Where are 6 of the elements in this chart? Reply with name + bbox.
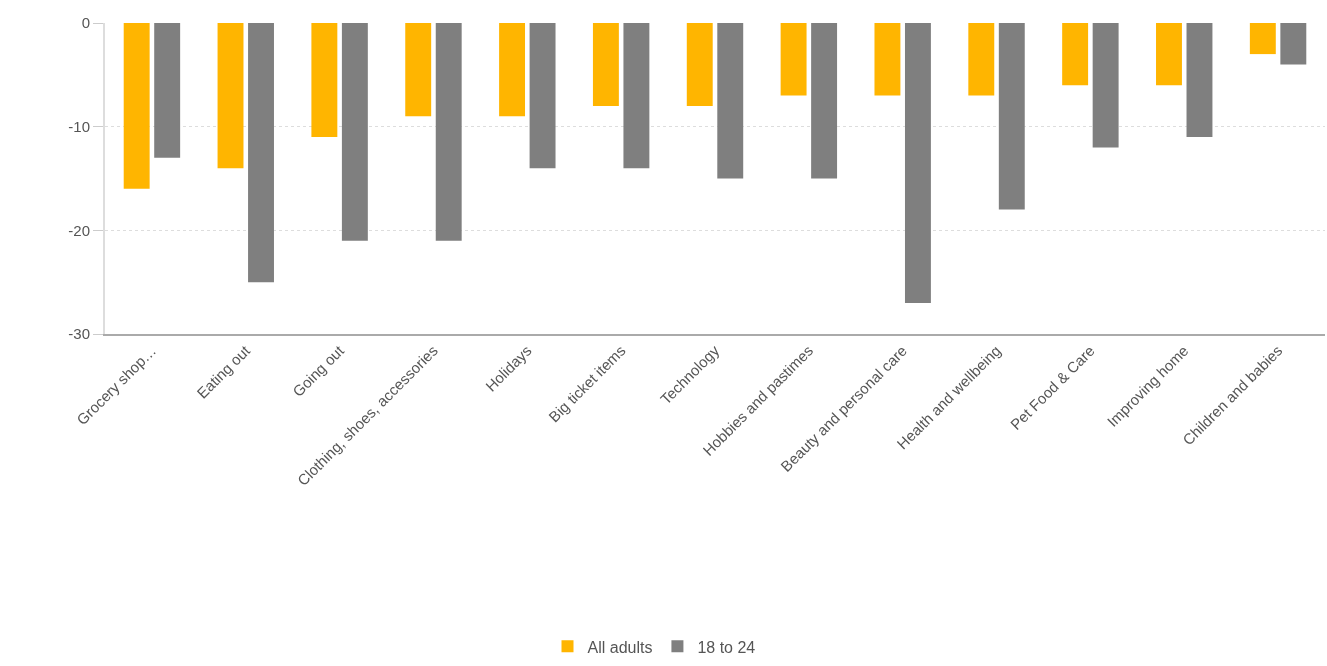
- y-tick-label: -30: [68, 325, 90, 343]
- y-tick-label: -10: [68, 117, 90, 135]
- y-tick-label: 0: [81, 14, 90, 32]
- legend-label: 18 to 24: [697, 638, 756, 656]
- legend-label: All adults: [587, 638, 653, 656]
- y-tick-label: -20: [68, 221, 90, 239]
